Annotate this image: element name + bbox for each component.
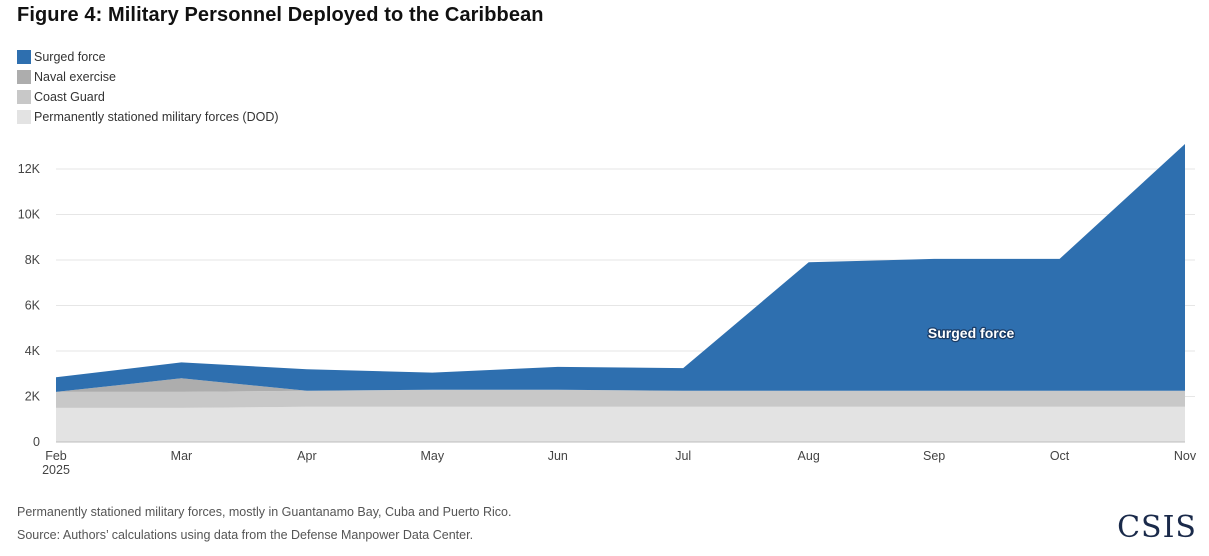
legend-label: Naval exercise	[34, 70, 116, 84]
x-tick-label-year: 2025	[42, 463, 70, 477]
legend-swatch	[17, 90, 31, 104]
annotation-label: Surged force	[928, 325, 1015, 341]
legend-item-permanent: Permanently stationed military forces (D…	[17, 107, 279, 127]
x-tick-label: Feb	[45, 449, 67, 463]
legend-item-naval: Naval exercise	[17, 67, 279, 87]
legend-item-surged: Surged force	[17, 47, 279, 67]
legend-label: Surged force	[34, 50, 106, 64]
area-permanent	[56, 406, 1185, 442]
x-tick-label: Aug	[798, 449, 820, 463]
x-tick-label: Sep	[923, 449, 945, 463]
legend-swatch	[17, 110, 31, 124]
area-naval	[56, 378, 1185, 392]
legend-label: Permanently stationed military forces (D…	[34, 110, 279, 124]
area-surged	[56, 144, 1185, 392]
csis-logo: CSIS	[1117, 510, 1197, 545]
x-tick-label: May	[421, 449, 445, 463]
legend-swatch	[17, 70, 31, 84]
x-tick-label: Mar	[171, 449, 193, 463]
y-tick-label: 2K	[25, 390, 41, 404]
footnote: Permanently stationed military forces, m…	[17, 505, 512, 519]
legend-label: Coast Guard	[34, 90, 105, 104]
y-tick-label: 6K	[25, 299, 41, 313]
legend-swatch	[17, 50, 31, 64]
source-note: Source: Authors’ calculations using data…	[17, 528, 474, 542]
x-tick-label: Jul	[675, 449, 691, 463]
chart-title: Figure 4: Military Personnel Deployed to…	[17, 4, 544, 26]
y-tick-label: 12K	[18, 162, 41, 176]
legend: Surged force Naval exercise Coast Guard Per…	[17, 47, 279, 127]
x-tick-label: Nov	[1174, 449, 1197, 463]
x-tick-label: Oct	[1050, 449, 1070, 463]
x-tick-label: Jun	[548, 449, 568, 463]
y-tick-label: 10K	[18, 208, 41, 222]
area-coast-guard	[56, 389, 1185, 408]
x-tick-label: Apr	[297, 449, 316, 463]
y-tick-label: 4K	[25, 344, 41, 358]
legend-item-coast-guard: Coast Guard	[17, 87, 279, 107]
y-tick-label: 0	[33, 435, 40, 449]
y-tick-label: 8K	[25, 253, 41, 267]
